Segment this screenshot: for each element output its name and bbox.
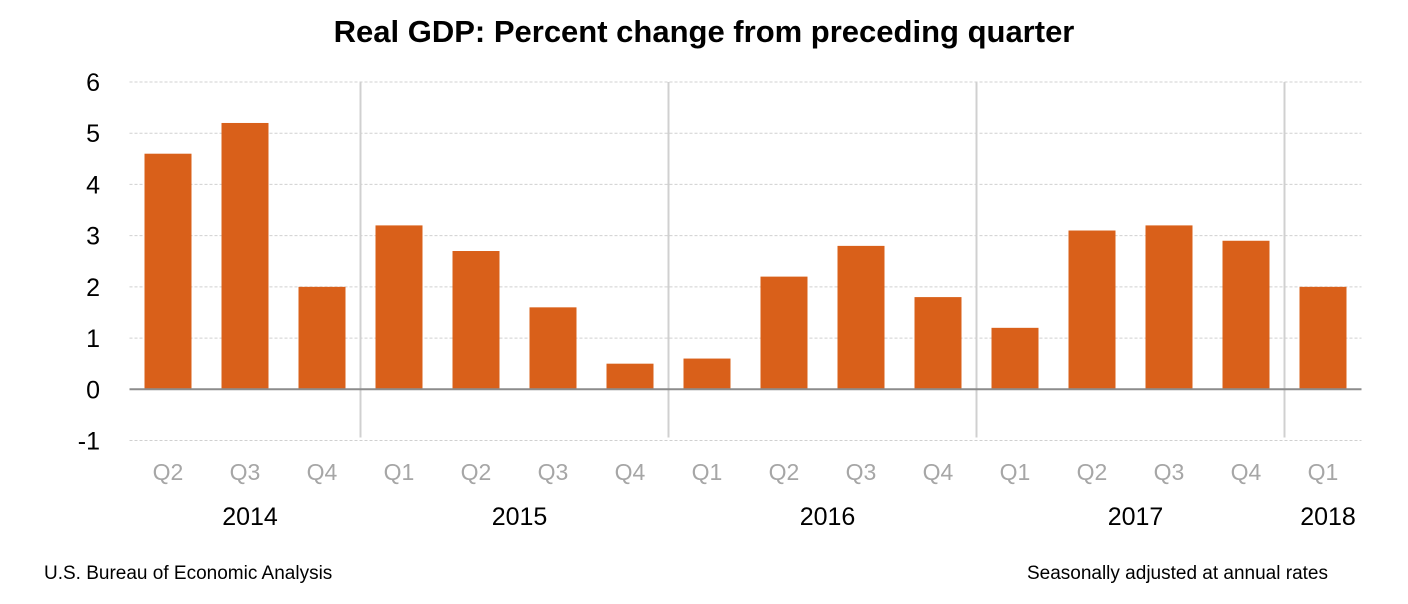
bar <box>1068 230 1116 390</box>
bar <box>760 276 808 390</box>
year-label: 2014 <box>222 503 278 531</box>
x-tick-label: Q3 <box>230 459 261 485</box>
x-tick-label: Q3 <box>538 459 569 485</box>
x-tick-label: Q1 <box>1308 459 1339 485</box>
x-tick-label: Q3 <box>846 459 877 485</box>
x-tick-label: Q4 <box>923 459 954 485</box>
bar <box>837 245 885 390</box>
chart-title: Real GDP: Percent change from preceding … <box>333 14 1075 49</box>
y-tick-label: 4 <box>86 171 100 199</box>
x-tick-label: Q1 <box>1000 459 1031 485</box>
bar <box>914 297 962 390</box>
y-tick-label: -1 <box>78 428 100 456</box>
y-tick-label: 1 <box>86 325 100 353</box>
bar <box>1299 286 1347 390</box>
year-label: 2017 <box>1108 503 1164 531</box>
bar <box>529 307 577 390</box>
year-label: 2016 <box>800 503 856 531</box>
x-tick-label: Q2 <box>461 459 492 485</box>
bar <box>1222 240 1270 390</box>
y-tick-label: 2 <box>86 274 100 302</box>
bar <box>606 363 654 390</box>
y-tick-label: 6 <box>86 69 100 97</box>
x-tick-label: Q4 <box>615 459 646 485</box>
y-tick-label: 0 <box>86 376 100 404</box>
x-tick-label: Q3 <box>1154 459 1185 485</box>
x-tick-label: Q2 <box>769 459 800 485</box>
x-tick-label: Q4 <box>1231 459 1262 485</box>
year-label: 2018 <box>1300 503 1356 531</box>
year-label: 2015 <box>492 503 548 531</box>
bar <box>298 286 346 390</box>
source-label: U.S. Bureau of Economic Analysis <box>44 563 333 584</box>
bar <box>375 225 423 390</box>
x-tick-label: Q1 <box>692 459 723 485</box>
x-tick-label: Q4 <box>307 459 338 485</box>
bar <box>144 153 192 390</box>
y-tick-label: 3 <box>86 223 100 251</box>
x-tick-label: Q2 <box>1077 459 1108 485</box>
bar <box>683 358 731 390</box>
x-tick-label: Q1 <box>384 459 415 485</box>
bar <box>991 327 1039 390</box>
bar <box>1145 225 1193 390</box>
y-tick-label: 5 <box>86 120 100 148</box>
bar <box>452 251 500 390</box>
bar <box>221 122 269 390</box>
x-tick-label: Q2 <box>153 459 184 485</box>
note-label: Seasonally adjusted at annual rates <box>1026 563 1328 584</box>
